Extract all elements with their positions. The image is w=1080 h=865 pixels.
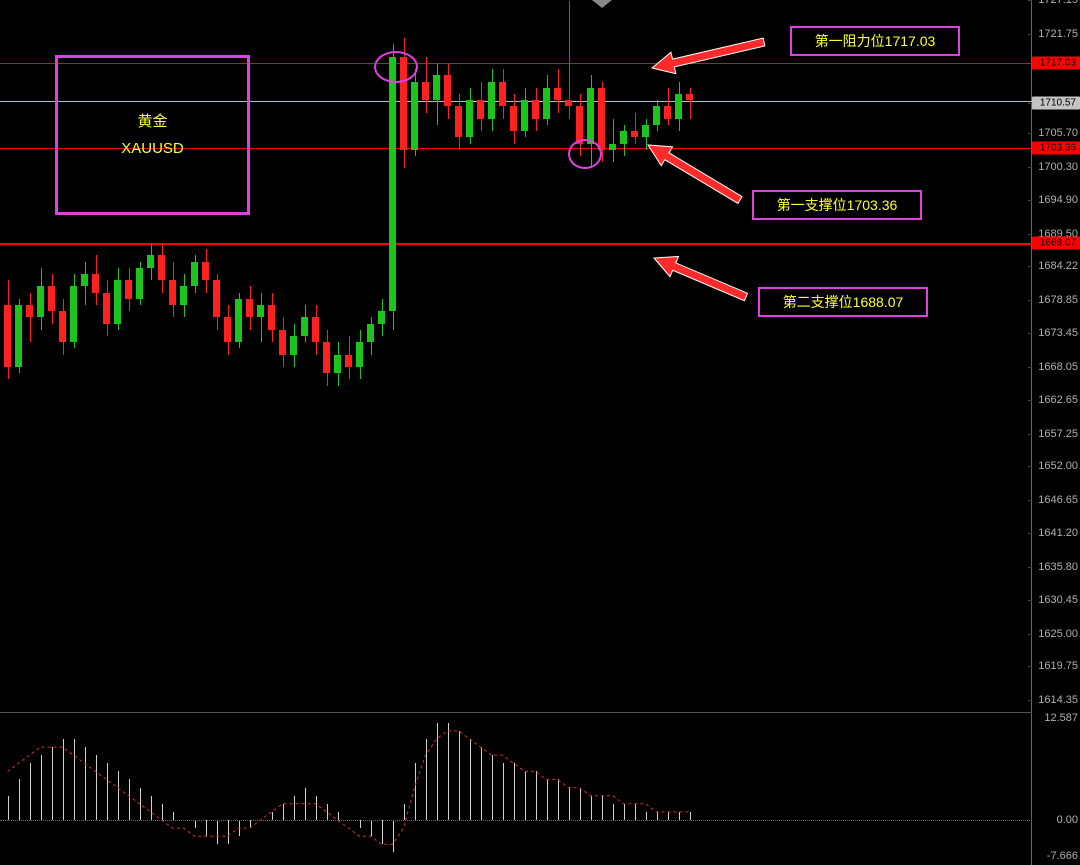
y-tick-label: 1694.90 [1038, 194, 1078, 206]
y-tick-label: 1614.35 [1038, 694, 1078, 706]
support-1-label: 第一支撑位1703.36 [752, 190, 922, 220]
top-marker-icon [592, 0, 612, 10]
oscillator-panel [0, 712, 1032, 861]
price-marker: 1710.57 [1032, 96, 1080, 109]
y-tick-label: 1646.65 [1038, 494, 1078, 506]
y-tick-label: 1721.75 [1038, 28, 1078, 40]
y-tick-label: 1662.65 [1038, 394, 1078, 406]
y-tick-label: 1727.15 [1038, 0, 1078, 6]
y-tick-label: 1684.22 [1038, 260, 1078, 272]
indicator-y-max: 12.587 [1044, 712, 1078, 724]
instrument-symbol: XAUUSD [121, 135, 184, 162]
highlight-ellipse-2 [568, 139, 602, 169]
y-tick-label: 1700.30 [1038, 161, 1078, 173]
instrument-name-cn: 黄金 [137, 108, 167, 135]
y-tick-label: 1630.45 [1038, 594, 1078, 606]
price-marker: 1688.07 [1032, 236, 1080, 249]
price-marker: 1703.36 [1032, 141, 1080, 154]
y-tick-label: 1657.25 [1038, 428, 1078, 440]
y-tick-label: 1641.20 [1038, 527, 1078, 539]
support-2-label: 第二支撑位1688.07 [758, 287, 928, 317]
resistance-1-label: 第一阻力位1717.03 [790, 26, 960, 56]
price-line [0, 243, 1032, 245]
highlight-ellipse-1 [374, 51, 418, 83]
y-tick-label: 1673.45 [1038, 327, 1078, 339]
indicator-y-zero: 0.00 [1057, 814, 1078, 826]
instrument-info-box: 黄金 XAUUSD [55, 55, 250, 215]
price-marker: 1717.03 [1032, 56, 1080, 69]
y-tick-label: 1652.00 [1038, 460, 1078, 472]
y-tick-label: 1625.00 [1038, 628, 1078, 640]
y-tick-label: 1678.85 [1038, 294, 1078, 306]
y-tick-label: 1668.05 [1038, 361, 1078, 373]
y-tick-label: 1635.80 [1038, 561, 1078, 573]
indicator-y-min: -7.666 [1047, 850, 1078, 862]
y-tick-label: 1619.75 [1038, 660, 1078, 672]
y-tick-label: 1705.70 [1038, 127, 1078, 139]
